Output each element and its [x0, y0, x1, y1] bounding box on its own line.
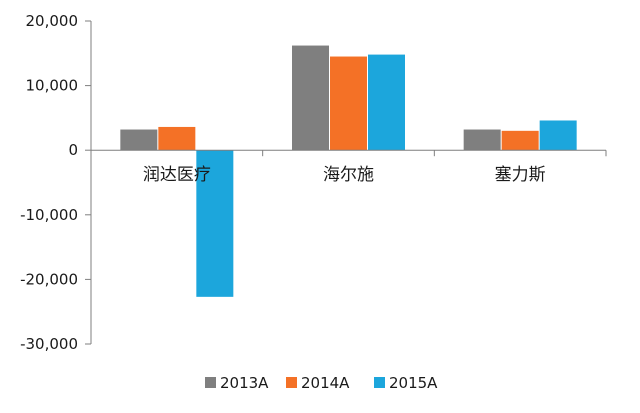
bar-series-group [120, 45, 577, 297]
bar-2013A-2 [292, 45, 329, 151]
y-tick-label: -30,000 [20, 335, 78, 353]
bar-2014A-1 [158, 126, 196, 151]
bar-2015A-2 [368, 54, 405, 151]
legend-label: 2014A [301, 374, 350, 392]
bar-2015A-1 [196, 150, 234, 297]
category-labels: 润达医疗 海尔施 塞力斯 [143, 165, 546, 185]
bar-2014A-2 [330, 56, 367, 151]
y-tick-label: -10,000 [20, 206, 78, 224]
bar-2015A-3 [539, 120, 577, 151]
axes [90, 21, 607, 344]
category-label: 润达医疗 [143, 165, 211, 185]
y-tick-label: 0 [68, 141, 78, 159]
bar-2013A-3 [463, 129, 501, 151]
y-tick-label: 10,000 [26, 77, 79, 95]
legend-swatch-2013A [205, 377, 216, 388]
category-label: 塞力斯 [495, 165, 546, 185]
y-axis-ticks: 20,000 10,000 0 -10,000 -20,000 -30,000 [20, 12, 91, 353]
bar-2014A-3 [501, 130, 539, 151]
legend-swatch-2015A [374, 377, 385, 388]
bar-2013A-1 [120, 129, 158, 151]
y-tick-label: -20,000 [20, 270, 78, 288]
legend-swatch-2014A [286, 377, 297, 388]
y-tick-label: 20,000 [26, 12, 79, 30]
legend-label: 2013A [220, 374, 269, 392]
legend-label: 2015A [389, 374, 438, 392]
legend: 2013A 2014A 2015A [205, 374, 438, 392]
category-label: 海尔施 [323, 165, 374, 185]
